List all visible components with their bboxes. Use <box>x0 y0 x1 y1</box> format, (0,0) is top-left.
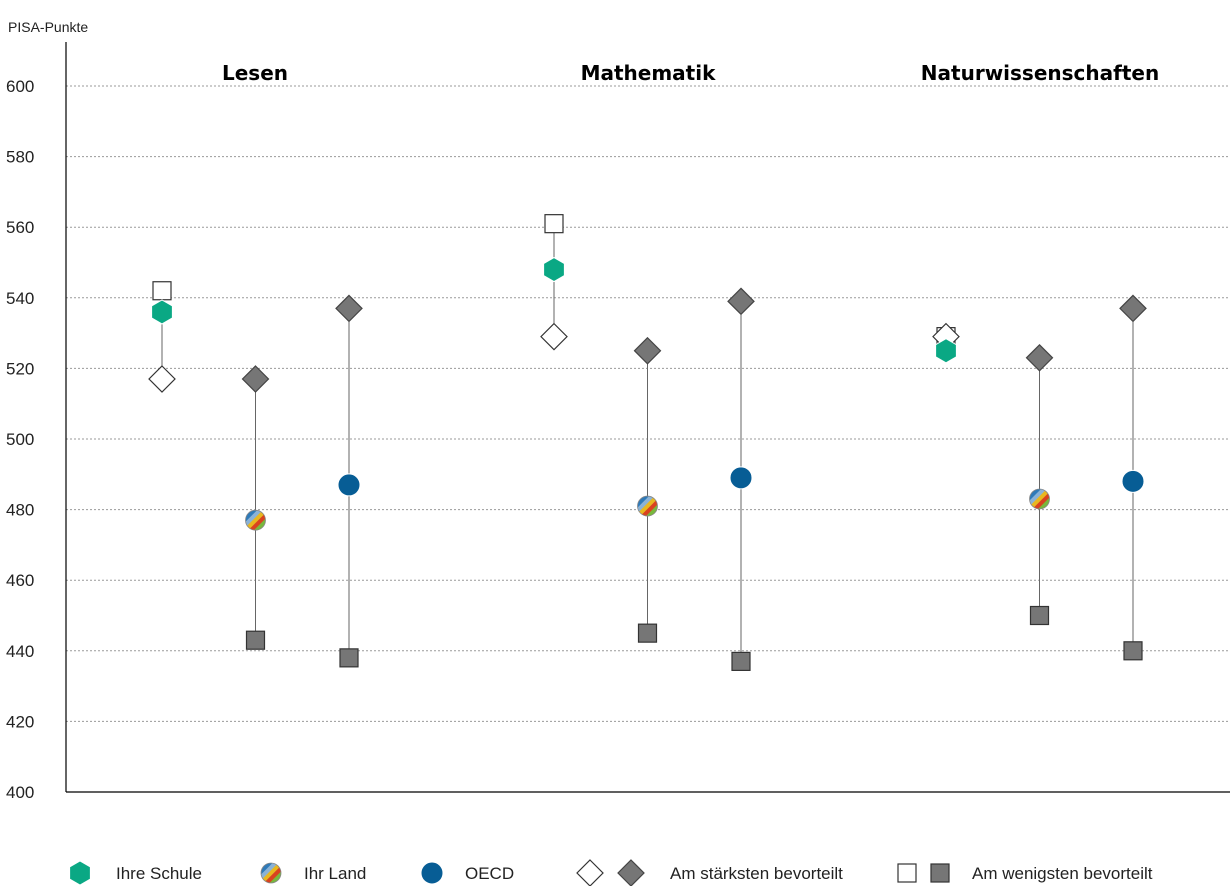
y-tick-label: 420 <box>6 712 34 731</box>
legend-label: Am stärksten bevorteilt <box>670 864 843 883</box>
panel-title: Mathematik <box>581 61 717 85</box>
least-advantaged-marker <box>637 623 658 643</box>
diamond-filled-icon <box>617 859 645 886</box>
least-advantaged-marker <box>1123 641 1143 661</box>
stripe <box>263 865 285 886</box>
stripe <box>261 863 282 884</box>
stripe-outline <box>1029 488 1050 510</box>
square-filled-icon <box>930 863 950 883</box>
green-hexagon-icon <box>69 860 91 886</box>
legend: Ihre Schule Ihr Land OECD Am stärksten bevo… <box>69 858 1153 886</box>
most-advantaged-marker <box>1119 294 1147 323</box>
stripe <box>1026 486 1047 507</box>
y-tick-label: 520 <box>6 359 34 378</box>
school-marker <box>543 256 565 283</box>
stripe <box>637 496 658 517</box>
most-advantaged-marker <box>148 365 176 393</box>
most-advantaged-marker <box>633 336 662 365</box>
panel-titles: Lesen Mathematik Naturwissenschaften <box>222 61 1159 85</box>
most-advantaged-marker <box>540 322 568 351</box>
y-axis-label: PISA-Punkte <box>8 19 88 35</box>
blue-circle-icon <box>420 861 444 885</box>
oecd-marker <box>1121 469 1145 493</box>
least-advantaged-marker <box>731 651 751 671</box>
y-tick-label: 600 <box>6 77 34 96</box>
stripe <box>634 493 655 514</box>
least-advantaged-marker <box>544 214 564 234</box>
stripe-outline <box>260 862 282 884</box>
striped-circle-icon <box>256 858 286 886</box>
most-advantaged-marker <box>241 365 270 393</box>
least-advantaged-marker <box>152 281 172 301</box>
school-marker <box>151 299 173 325</box>
square-open-icon <box>897 863 917 883</box>
stripe-outline <box>637 495 658 517</box>
least-advantaged-marker <box>245 630 266 650</box>
stripe <box>245 510 266 531</box>
y-tick-label: 560 <box>6 218 34 237</box>
y-tick-label: 440 <box>6 642 34 661</box>
legend-label: Am wenigsten bevorteilt <box>972 864 1153 883</box>
diamond-open-icon <box>576 859 604 886</box>
panel-title: Naturwissenschaften <box>921 61 1159 85</box>
stripe <box>1029 489 1050 510</box>
least-advantaged-marker <box>1029 605 1050 626</box>
stripe <box>1032 491 1053 513</box>
stripe <box>258 860 279 881</box>
oecd-marker <box>729 466 753 490</box>
most-advantaged-marker <box>727 287 755 316</box>
most-advantaged-marker <box>1025 343 1054 372</box>
stripe <box>242 507 263 528</box>
stripes <box>256 858 286 886</box>
oecd-marker <box>337 473 361 497</box>
axes: 400 420 440 460 480 500 520 540 560 580 600 <box>6 42 1230 802</box>
panel-title: Lesen <box>222 61 288 85</box>
legend-label: Ihre Schule <box>116 864 202 883</box>
y-tick-label: 540 <box>6 289 34 308</box>
legend-label: Ihr Land <box>304 864 366 883</box>
y-tick-label: 400 <box>6 783 34 802</box>
stripe <box>640 498 661 520</box>
school-marker <box>935 338 957 364</box>
y-tick-label: 580 <box>6 148 34 167</box>
y-tick-label: 500 <box>6 430 34 449</box>
stripe-outline <box>245 509 266 531</box>
stripe <box>248 513 269 534</box>
most-advantaged-marker <box>335 294 363 323</box>
least-advantaged-marker <box>339 648 359 668</box>
legend-label: OECD <box>465 864 514 883</box>
range-lines <box>161 223 1134 662</box>
y-tick-label: 460 <box>6 571 34 590</box>
y-tick-label: 480 <box>6 501 34 520</box>
